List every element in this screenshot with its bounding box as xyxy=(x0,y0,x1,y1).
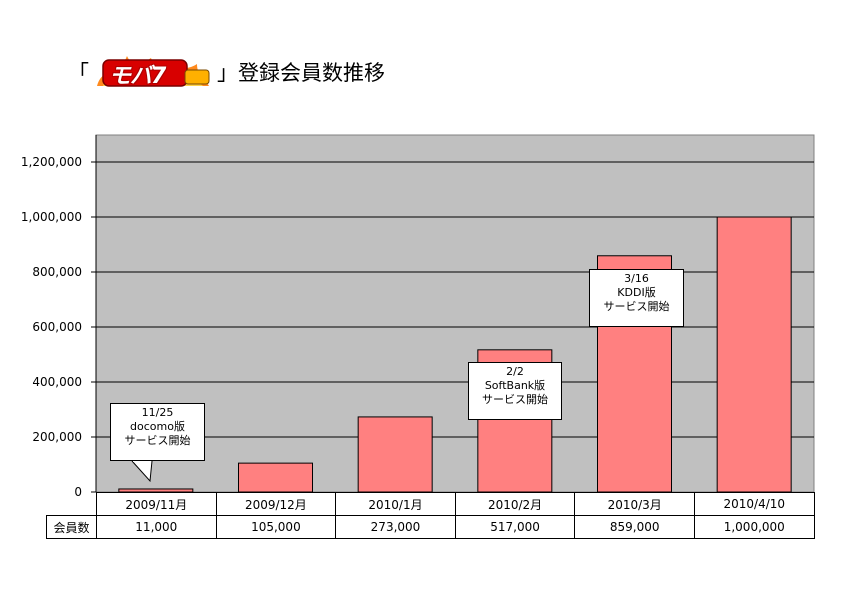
value-cell: 859,000 xyxy=(574,515,695,539)
annotation-line: サービス開始 xyxy=(124,434,191,447)
callout-tail xyxy=(131,460,153,483)
y-tick-label: 0 xyxy=(74,485,82,499)
y-tick-label: 800,000 xyxy=(32,265,82,279)
annotation-line: KDDI版 xyxy=(617,286,656,299)
category-cell: 2009/11月 xyxy=(96,492,217,516)
value-cell: 105,000 xyxy=(215,515,337,539)
y-tick-label: 1,000,000 xyxy=(21,210,82,224)
data-table: 2009/11月 2009/12月 2010/1月 2010/2月 2010/3… xyxy=(46,492,815,539)
chart-title: 「 モバ7 」登録会員数推移 xyxy=(68,52,385,92)
bar xyxy=(238,462,313,493)
table-corner xyxy=(46,492,97,516)
value-row: 会員数 11,000 105,000 273,000 517,000 859,0… xyxy=(46,515,815,539)
title-open-bracket: 「 xyxy=(68,61,89,85)
annotation-line: 11/25 xyxy=(141,406,174,419)
value-cell: 273,000 xyxy=(335,515,456,539)
category-cell: 2010/1月 xyxy=(335,492,456,516)
bar xyxy=(716,216,792,493)
logo-flame-icon xyxy=(97,56,210,87)
logo-word: モバ7 xyxy=(109,64,166,89)
moba7-logo: モバ7 xyxy=(93,52,213,92)
annotation-line: docomo版 xyxy=(130,420,185,433)
y-tick-label: 1,200,000 xyxy=(21,155,82,169)
plot-area xyxy=(95,134,815,493)
y-tick-label: 200,000 xyxy=(32,430,82,444)
category-cell: 2010/4/10 xyxy=(693,492,815,516)
category-cell: 2009/12月 xyxy=(215,492,337,516)
annotation-callout: 2/2 SoftBank版 サービス開始 xyxy=(468,362,562,420)
row-header: 会員数 xyxy=(46,515,97,539)
y-tick-label: 400,000 xyxy=(32,375,82,389)
annotation-line: 3/16 xyxy=(624,272,649,285)
value-cell: 11,000 xyxy=(96,515,217,539)
annotation-callout: 3/16 KDDI版 サービス開始 xyxy=(589,269,684,327)
annotation-line: サービス開始 xyxy=(603,300,670,313)
annotation-line: SoftBank版 xyxy=(484,379,546,392)
category-row: 2009/11月 2009/12月 2010/1月 2010/2月 2010/3… xyxy=(46,492,815,516)
category-cell: 2010/2月 xyxy=(454,492,576,516)
annotation-callout: 11/25 docomo版 サービス開始 xyxy=(110,403,205,461)
annotation-line: 2/2 xyxy=(506,365,524,378)
value-cell: 517,000 xyxy=(454,515,576,539)
value-cell: 1,000,000 xyxy=(693,515,815,539)
bar xyxy=(357,416,433,493)
annotation-line: サービス開始 xyxy=(482,393,548,406)
title-text: 」登録会員数推移 xyxy=(217,61,385,85)
category-cell: 2010/3月 xyxy=(574,492,695,516)
y-tick-label: 600,000 xyxy=(32,320,82,334)
